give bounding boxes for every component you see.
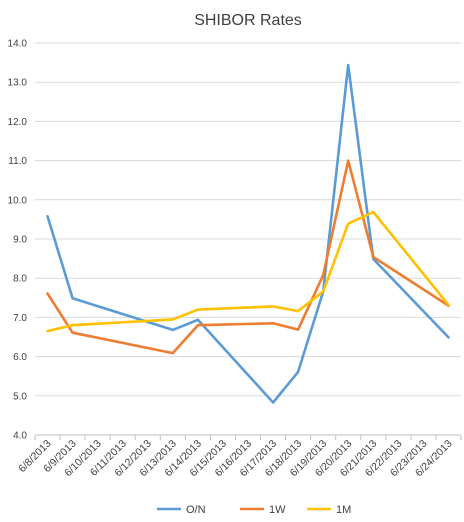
y-tick-label: 12.0	[8, 117, 28, 128]
y-tick-label: 9.0	[13, 235, 27, 246]
y-tick-label: 8.0	[13, 274, 27, 285]
chart-title: SHIBOR Rates	[194, 12, 302, 29]
y-axis: 4.0 5.0 6.0 7.0 8.0 9.0 10.0 11.0 12.0 13.0 14.0	[8, 39, 28, 442]
y-tick-label: 10.0	[8, 195, 28, 206]
series-line-o-n	[46, 63, 450, 404]
y-tick-label: 11.0	[8, 156, 27, 167]
y-tick-label: 6.0	[13, 352, 27, 363]
legend-label: 1W	[269, 504, 286, 516]
y-tick-label: 7.0	[13, 313, 27, 324]
y-tick-label: 4.0	[13, 431, 27, 442]
series-lines	[46, 63, 450, 404]
gridlines	[35, 42, 461, 436]
legend: O/N 1W 1M	[157, 504, 351, 516]
y-tick-label: 14.0	[8, 39, 28, 50]
y-tick-label: 5.0	[13, 391, 27, 402]
y-tick-label: 13.0	[8, 78, 28, 89]
series-line-1w	[46, 159, 450, 355]
legend-label: 1M	[336, 504, 351, 516]
legend-label: O/N	[186, 504, 206, 516]
series-line-1m	[46, 210, 450, 333]
x-axis: 6/8/20136/9/20136/10/20136/11/20136/12/2…	[16, 434, 462, 479]
